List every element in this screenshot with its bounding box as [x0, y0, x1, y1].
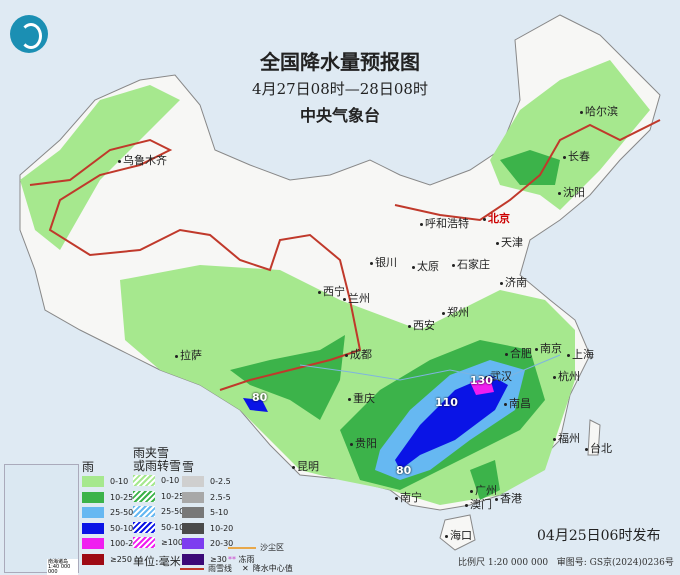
legend-swatch: ≥100	[133, 535, 189, 551]
city-label: 海口	[445, 527, 472, 543]
legend-swatch: 5-10	[182, 505, 233, 521]
cma-logo	[10, 15, 48, 53]
city-label: 石家庄	[452, 256, 490, 272]
legend-swatch: 0-10	[82, 474, 143, 490]
legend-swatch: 0-10	[133, 473, 189, 489]
city-label: 上海	[567, 346, 594, 362]
legend-unit: 单位:毫米	[133, 554, 181, 568]
legend-sleet: 雨夹雪 或雨转雪 0-10 10-25 25-50 50-100 ≥100 单位:毫米	[133, 447, 189, 569]
legend-swatch: 25-50	[133, 504, 189, 520]
precip-center-value: 130	[470, 374, 493, 387]
city-label: 太原	[412, 258, 439, 274]
city-label: 福州	[553, 430, 580, 446]
city-label: 武汉	[485, 368, 512, 384]
agency-name: 中央气象台	[299, 106, 380, 125]
city-label: 南京	[535, 340, 562, 356]
city-label: 银川	[370, 254, 397, 270]
city-label: 杭州	[553, 368, 580, 384]
city-label: 济南	[500, 274, 527, 290]
forecast-period: 4月27日08时—28日08时	[252, 80, 428, 98]
city-label: 西宁	[318, 283, 345, 299]
legend-swatch: 25-50	[82, 505, 143, 521]
city-label: 西安	[408, 317, 435, 333]
city-label: 合肥	[505, 345, 532, 361]
city-label: 广州	[470, 482, 497, 498]
legend-swatch: 10-25	[82, 490, 143, 506]
city-label: 兰州	[343, 290, 370, 306]
city-label: 昆明	[292, 458, 319, 474]
legend-sleet-title: 雨夹雪	[133, 446, 170, 460]
legend-rain-snow-line: 雨雪线 ✕ 降水中心值	[180, 563, 293, 574]
city-label: 重庆	[348, 390, 375, 406]
legend-freezing: ** 冻雨	[228, 555, 255, 564]
city-label: 澳门	[465, 496, 492, 512]
city-label: 贵阳	[350, 435, 377, 451]
legend-swatch: 50-100	[133, 520, 189, 536]
city-label: 天津	[496, 234, 523, 250]
legend-rain-title: 雨	[82, 460, 95, 474]
legend-snow-title: 雪	[182, 460, 195, 474]
precip-center-value: 80	[252, 391, 268, 404]
city-label: 长春	[563, 148, 590, 164]
legend-sleet-title2: 或雨转雪	[133, 459, 182, 473]
legend-swatch: 20-30	[182, 536, 233, 552]
inset-label: 南海诸岛	[48, 559, 69, 565]
precip-center-value: 80	[396, 464, 412, 477]
precip-center-value: 110	[435, 396, 458, 409]
rain-50-100-area	[395, 375, 508, 470]
legend-swatch: 50-100	[82, 521, 143, 537]
legend-swatch: 0-2.5	[182, 474, 233, 490]
city-label: 拉萨	[175, 347, 202, 363]
city-label: 乌鲁木齐	[118, 152, 167, 168]
inset-scale: 1:40 000 000	[48, 564, 71, 575]
legend-snow: 雪 0-2.5 2.5-5 5-10 10-20 20-30 ≥30	[182, 461, 233, 567]
city-label: 郑州	[442, 304, 469, 320]
legend-swatch: 10-20	[182, 521, 233, 537]
legend-dust: 沙尘区	[228, 542, 284, 553]
city-label: 北京	[483, 210, 510, 226]
city-label: 香港	[495, 490, 522, 506]
legend-swatch: 100-250	[82, 536, 143, 552]
legend-swatch: ≥250	[82, 552, 143, 568]
legend-swatch: 10-25	[133, 489, 189, 505]
map-scale-and-number: 比例尺 1:20 000 000 审图号: GS京(2024)0236号	[458, 558, 674, 568]
legend-swatch: 2.5-5	[182, 490, 233, 506]
city-label: 台北	[585, 440, 612, 456]
city-label: 呼和浩特	[420, 215, 469, 231]
city-label: 哈尔滨	[580, 103, 618, 119]
legend-swatch: ≥30	[182, 552, 233, 568]
map-title: 全国降水量预报图	[260, 50, 420, 74]
south-china-sea-inset: 南海诸岛 1:40 000 000	[4, 464, 79, 575]
city-label: 成都	[345, 346, 372, 362]
city-label: 南昌	[504, 395, 531, 411]
legend: 雨 0-10 10-25 25-50 50-100 100-250 ≥250 雨夹雪 或雨…	[80, 447, 310, 574]
city-label: 南宁	[395, 489, 422, 505]
city-label: 沈阳	[558, 184, 585, 200]
issue-time: 04月25日06时发布	[537, 528, 661, 544]
legend-rain: 雨 0-10 10-25 25-50 50-100 100-250 ≥250	[82, 461, 143, 567]
